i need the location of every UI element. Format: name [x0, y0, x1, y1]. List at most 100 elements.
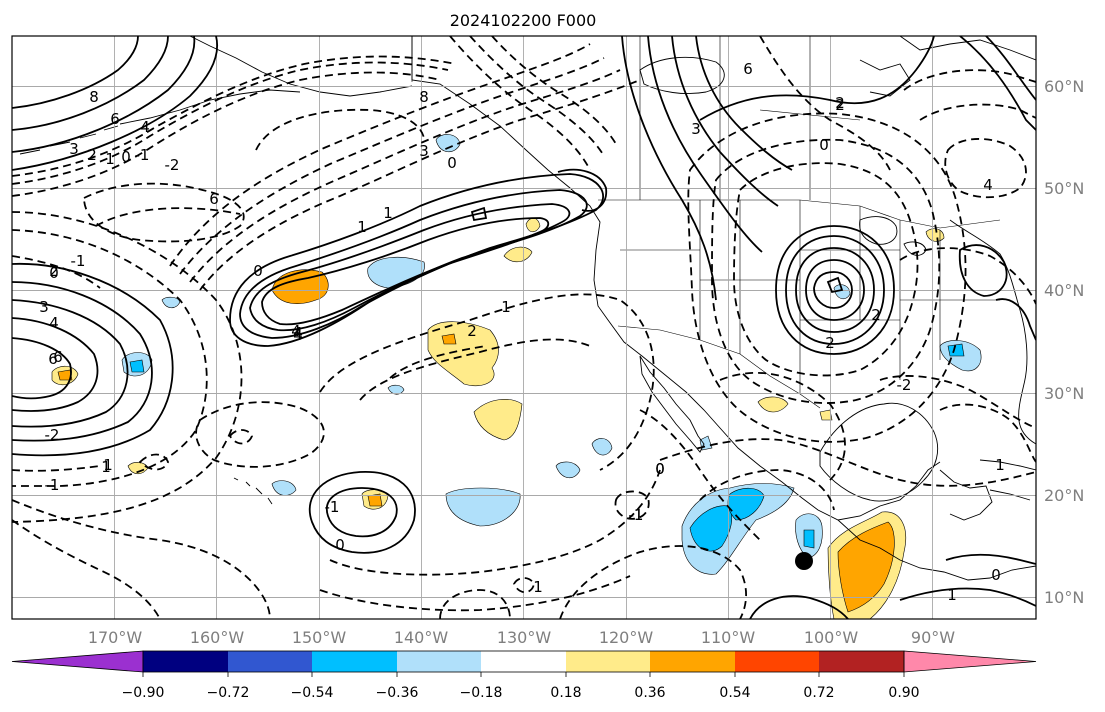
contour-label: 6 [53, 348, 63, 366]
contour-dashed-40 [919, 103, 1036, 121]
contour-solid-2 [12, 281, 153, 442]
contour-label: 2 [467, 322, 477, 340]
contour-label: 1 [995, 456, 1005, 474]
contour-label: -1 [135, 146, 150, 164]
colorbar-segment [312, 651, 397, 672]
colorbar-segment [650, 651, 735, 672]
contour-solid-3 [12, 299, 129, 428]
shade-negative-2 [445, 487, 521, 527]
contour-solid-14 [795, 247, 875, 333]
colorbar-label: 0.72 [803, 685, 834, 701]
contour-label: 0 [819, 136, 829, 154]
map-panel: 8 6 4 3 2 1 0 -1 -2 2 4 6 3 0 -1 1 -1 0 … [11, 35, 1037, 620]
coast-east-us [949, 219, 1036, 445]
contour-label: 0 [447, 154, 457, 172]
contour-label: -2 [897, 376, 912, 394]
contour-label: 1 [101, 458, 111, 476]
shade-positive-1 [271, 269, 329, 304]
contour-label: -1 [629, 506, 644, 524]
contour-solid-9 [261, 217, 550, 326]
colorbar-ticks [142, 672, 905, 677]
contour-dashed-13 [169, 43, 591, 267]
contour-solid-30 [749, 595, 849, 619]
contour-dashed-7 [95, 207, 241, 227]
contour-solid-29 [985, 36, 1036, 101]
contour-label: -1 [325, 498, 340, 516]
contour-dashed-42 [899, 247, 1036, 305]
contour-solid-25 [671, 36, 779, 207]
shade-negative-12 [689, 505, 733, 552]
contour-solid-5 [12, 337, 72, 400]
contour-label: 1 [357, 218, 367, 236]
contour-dashed-3 [12, 71, 441, 197]
contour-dashed-11 [189, 69, 621, 283]
contour-dashed-44 [12, 465, 101, 472]
shade-negative-7 [435, 134, 461, 153]
contour-dashed-23 [12, 519, 161, 619]
contour-solid-1 [12, 262, 174, 457]
contour-lines [12, 36, 1036, 619]
lat-label-40n: 40°N [1044, 281, 1084, 300]
contour-label: 2 [835, 96, 845, 114]
contour-solid-18 [470, 206, 488, 222]
contour-label: 6 [209, 190, 219, 208]
contour-label: 1 [533, 578, 543, 596]
latitude-labels: 60°N 50°N 40°N 30°N 20°N 10°N [1044, 77, 1084, 607]
contour-dashed-10 [199, 79, 641, 291]
contour-dashed-20 [195, 401, 325, 468]
lon-label-160w: 160°W [190, 628, 245, 647]
lon-label-110w: 110°W [701, 628, 756, 647]
coast-yucatan [939, 469, 993, 521]
lat-label-30n: 30°N [1044, 384, 1084, 403]
lon-label-150w: 150°W [292, 628, 347, 647]
coast-aleutians [19, 125, 119, 155]
contour-dashed-45 [138, 453, 169, 471]
contour-dashed-22 [12, 499, 271, 619]
contour-label: 0 [655, 460, 665, 478]
shade-negative-8 [387, 384, 405, 395]
contour-label: 4 [983, 176, 993, 194]
shade-negative-6 [161, 296, 181, 309]
contour-label: 2 [49, 262, 59, 280]
contour-dashed-2 [12, 211, 243, 523]
contour-dashed-41 [903, 69, 1036, 91]
contour-solid-19 [12, 36, 218, 171]
contour-label: 4 [49, 314, 59, 332]
shade-positive-4 [473, 399, 523, 441]
contour-dashed-36 [687, 112, 967, 443]
contour-dashed-25 [319, 575, 631, 612]
coast-hudson [639, 56, 725, 94]
contour-label: 2 [835, 94, 845, 112]
contour-dashed-8 [255, 108, 425, 151]
contour-solid-15 [805, 259, 865, 321]
contour-solid-8 [249, 203, 571, 332]
shade-negative-15 [803, 529, 815, 549]
colorbar-label: 0.54 [719, 685, 750, 701]
coast-hawaii [233, 477, 273, 505]
contour-dashed-28 [614, 490, 650, 520]
coast-alaska-peninsula [119, 89, 301, 125]
contour-label: 2 [87, 146, 97, 164]
coast-north-america-west [411, 36, 941, 521]
contour-label: 0 [253, 262, 263, 280]
contour-solid-20 [12, 36, 196, 153]
border-us-states [620, 200, 1000, 394]
contour-label: 2 [825, 334, 835, 352]
contour-dashed-33 [759, 36, 891, 171]
lon-label-100w: 100°W [804, 628, 859, 647]
shade-negative-3 [271, 480, 297, 496]
longitude-labels: 170°W 160°W 150°W 140°W 130°W 120°W 110°… [88, 628, 955, 647]
contour-dashed-39 [944, 138, 1027, 199]
contour-solid-12 [775, 225, 895, 355]
colorbar-frame [142, 650, 905, 673]
contour-label: -2 [45, 426, 60, 444]
contour-label: 0 [49, 264, 59, 282]
contour-dashed-9 [12, 255, 101, 289]
contour-labels: 8 6 4 3 2 1 0 -1 -2 2 4 6 3 0 -1 1 -1 0 … [39, 60, 1005, 604]
contour-dashed-17 [319, 293, 655, 471]
contour-solid-35 [557, 168, 608, 212]
colorbar-segment [566, 651, 650, 672]
contour-label: 8 [89, 88, 99, 106]
contour-solid-24 [647, 36, 763, 253]
